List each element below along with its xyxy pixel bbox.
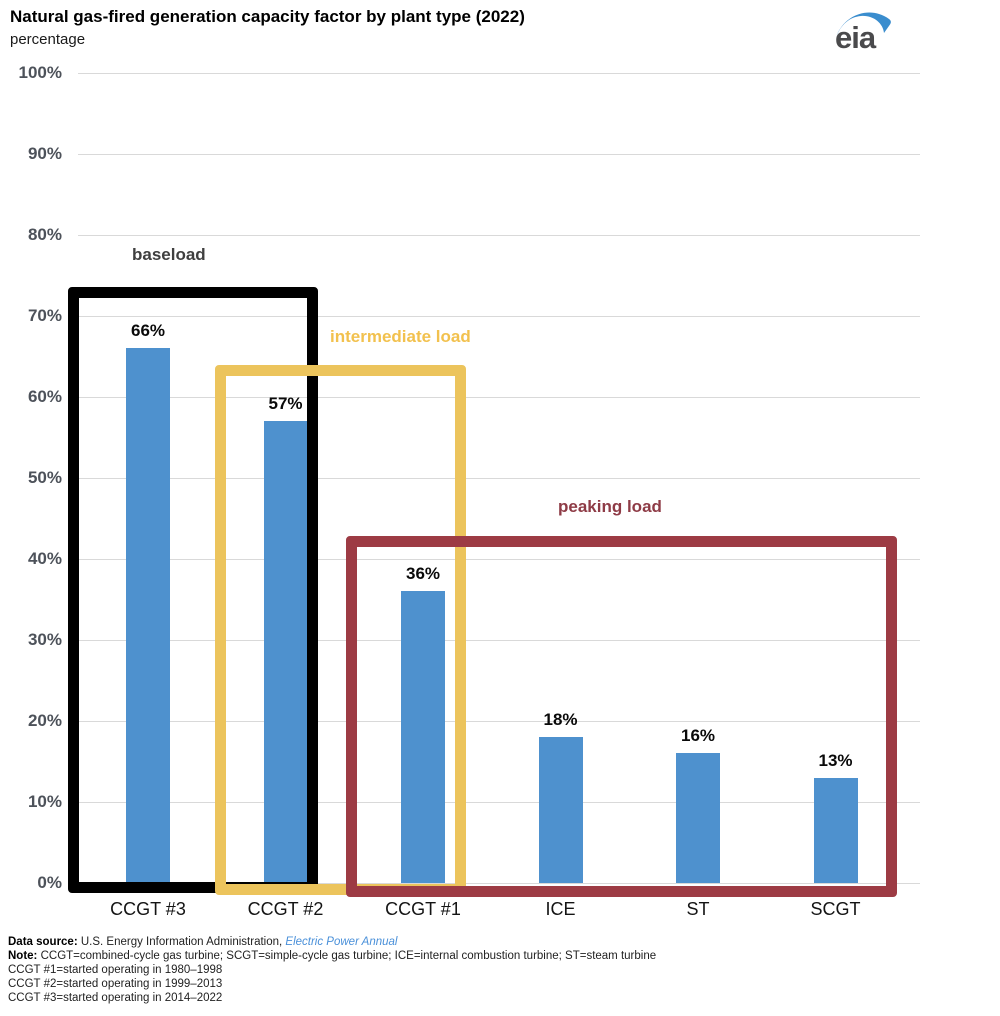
bar-scgt [813, 777, 858, 883]
x-axis-category-label: CCGT #1 [385, 899, 461, 919]
bar-value-label: 36% [405, 564, 441, 584]
eia-logo: eia [833, 6, 903, 56]
gridline [78, 397, 920, 398]
x-axis-category-label: SCGT [810, 899, 861, 919]
footnote-ccgt1: CCGT #1=started operating in 1980–1998 [8, 963, 223, 976]
x-axis-category-label: ICE [545, 899, 576, 919]
y-axis-tick-label: 90% [27, 144, 62, 163]
annotation-box-peaking-load [346, 536, 897, 897]
x-axis-category-label: CCGT #3 [110, 899, 186, 919]
bar-st [676, 753, 720, 883]
data-source-line: Data source: U.S. Energy Information Adm… [8, 936, 656, 950]
gridline [78, 640, 920, 641]
y-axis-tick-label: 50% [27, 468, 62, 487]
x-axis-category-label: ST [686, 899, 710, 919]
y-axis-tick-label: 0% [37, 873, 62, 892]
chart-unit-label: percentage [10, 31, 86, 48]
footnote-ccgt2: CCGT #2=started operating in 1999–2013 [8, 977, 223, 990]
gridline [78, 883, 920, 884]
bar-value-label: 16% [680, 726, 716, 746]
eia-logo-text: eia [835, 20, 876, 55]
y-axis-tick-label: 100% [18, 63, 62, 82]
data-source-label: Data source: [8, 936, 81, 948]
annotation-label-baseload: baseload [132, 245, 206, 264]
bar-ccgt-1 [401, 591, 445, 883]
y-axis-tick-label: 30% [27, 630, 62, 649]
note-label: Note: [8, 949, 41, 962]
bar-value-label: 13% [818, 750, 853, 770]
annotation-label-peaking-load: peaking load [558, 497, 662, 516]
bar-value-label: 18% [543, 710, 578, 730]
electric-power-annual-link[interactable]: Electric Power Annual [285, 936, 398, 948]
bar-ice [538, 737, 583, 883]
note-line: Note: CCGT=combined-cycle gas turbine; S… [8, 950, 656, 964]
y-axis-tick-label: 20% [27, 711, 62, 730]
x-axis-category-label: CCGT #2 [247, 899, 324, 919]
y-axis-tick-label: 80% [27, 225, 62, 244]
gridline [78, 316, 920, 317]
gridline [78, 802, 920, 803]
bar-ccgt-3 [126, 348, 170, 883]
gridline [78, 73, 920, 74]
bar-ccgt-2 [263, 421, 308, 883]
bar-value-label: 57% [268, 394, 303, 414]
bar-value-label: 66% [130, 321, 166, 341]
gridline [78, 721, 920, 722]
y-axis-tick-label: 10% [27, 792, 62, 811]
y-axis-tick-label: 40% [27, 549, 62, 568]
gridline [78, 154, 920, 155]
data-source-text: U.S. Energy Information Administration, [80, 936, 286, 948]
gridline [78, 478, 920, 479]
y-axis-tick-label: 70% [27, 306, 62, 325]
note-text: CCGT=combined-cycle gas turbine; SCGT=si… [40, 949, 657, 962]
eia-logo-swoosh-icon [836, 12, 891, 37]
footer-notes: Data source: U.S. Energy Information Adm… [8, 936, 656, 1006]
gridline [78, 559, 920, 560]
footnote-ccgt3: CCGT #3=started operating in 2014–2022 [8, 991, 223, 1004]
gridline [78, 235, 920, 236]
annotation-label-intermediate-load: intermediate load [330, 327, 471, 346]
annotation-box-intermediate-load [215, 365, 466, 895]
annotation-box-baseload [68, 287, 318, 893]
y-axis-tick-label: 60% [27, 387, 62, 406]
page-title: Natural gas-fired generation capacity fa… [10, 7, 525, 26]
